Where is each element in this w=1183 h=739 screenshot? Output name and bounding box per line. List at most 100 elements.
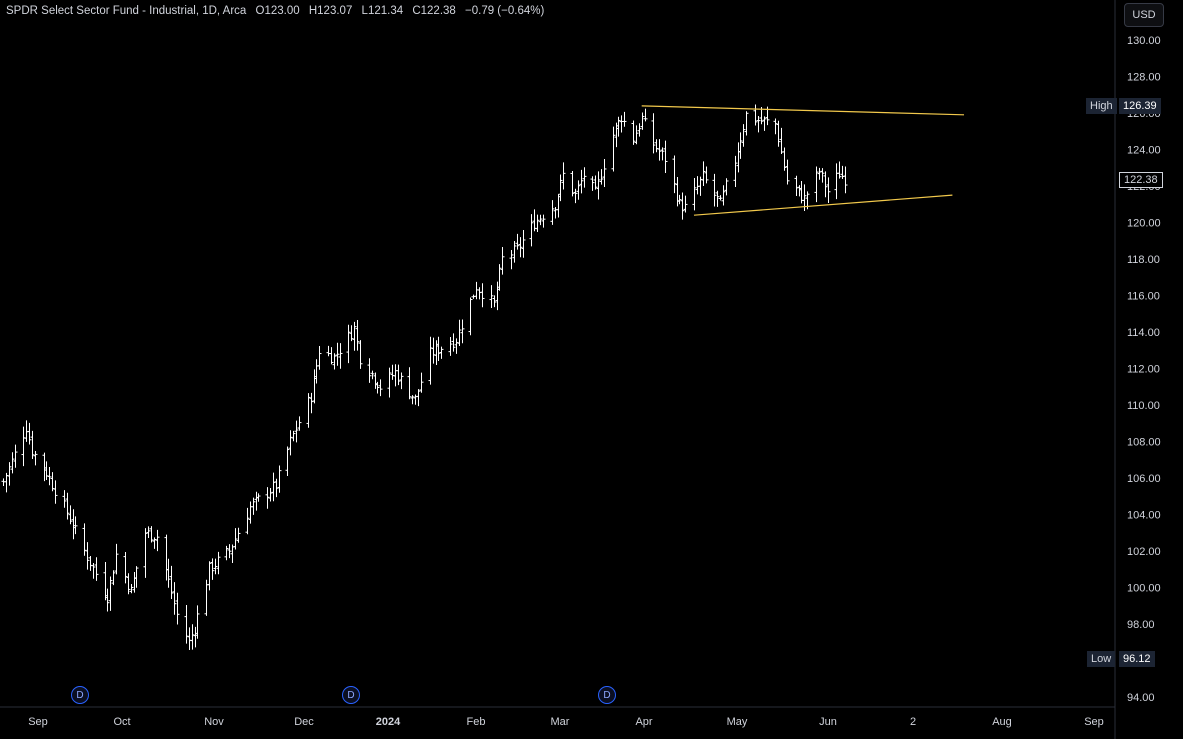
ohlc-bar	[474, 281, 479, 300]
ohlc-bar	[451, 333, 456, 352]
ohlc-bar	[558, 174, 563, 202]
ohlc-bar	[660, 147, 665, 161]
x-tick-label: May	[727, 716, 748, 728]
ohlc-bar	[596, 171, 601, 200]
ohlc-bar	[326, 345, 331, 357]
ohlc-bar	[834, 163, 839, 200]
ohlc-bar	[309, 392, 314, 414]
ohlc-bar	[782, 147, 787, 171]
y-axis-ticks[interactable]: 130.00128.00126.00124.00122.00120.00118.…	[1127, 35, 1161, 704]
y-tick-label: 94.00	[1127, 692, 1155, 704]
ohlc-bar	[149, 526, 154, 543]
ohlc-bar	[236, 527, 241, 543]
ohlc-bar	[44, 461, 49, 481]
ohlc-bar	[619, 115, 624, 133]
change-value: −0.79 (−0.64%)	[465, 5, 545, 17]
currency-button[interactable]: USD	[1124, 3, 1164, 27]
ohlc-bar	[724, 178, 729, 196]
ohlc-bar	[396, 364, 401, 386]
ohlc-bar	[187, 627, 192, 650]
ohlc-bar	[103, 561, 108, 601]
high-value-tag: 126.39	[1119, 98, 1161, 114]
ohlc-bar	[155, 529, 160, 552]
ohlc-bar	[73, 516, 78, 535]
ohlc-bar	[698, 176, 703, 196]
dividend-marker-3[interactable]: D	[598, 686, 616, 704]
symbol-title: SPDR Select Sector Fund - Industrial, 1D…	[6, 5, 247, 17]
ohlc-bar	[169, 565, 174, 599]
ohlc-bar	[338, 343, 343, 369]
y-tick-label: 110.00	[1127, 400, 1160, 412]
ohlc-bar	[47, 466, 52, 486]
low-value-tag: 96.12	[1119, 651, 1155, 667]
x-tick-label: Mar	[551, 716, 570, 728]
ohlc-bar	[721, 185, 726, 206]
ohlc-bar	[480, 283, 485, 308]
ohlc-bar	[753, 104, 758, 126]
ohlc-bar	[306, 393, 311, 428]
ohlc-bar	[378, 379, 383, 397]
ohlc-bar	[349, 325, 354, 342]
ohlc-bar	[428, 336, 433, 385]
ohlc-bar	[535, 214, 540, 232]
y-tick-label: 128.00	[1127, 72, 1161, 84]
ohlc-bar	[515, 233, 520, 250]
ohlc-bar	[602, 159, 607, 187]
ohlc-bar	[701, 161, 706, 187]
ohlc-bar	[489, 285, 494, 309]
x-axis-ticks[interactable]: Sep Oct Nov Dec 2024 Feb Mar Apr May Jun 2 Aug Sep	[28, 716, 1104, 728]
ohlc-bar	[291, 430, 296, 442]
ohlc-bar	[387, 367, 392, 398]
ohlc-bar	[448, 337, 453, 356]
ohlc-bar	[332, 353, 337, 370]
ohlc-bar	[718, 195, 723, 201]
ohlc-bar	[172, 582, 177, 615]
ohlc-bar	[317, 345, 322, 370]
ohlc-bar	[373, 372, 378, 389]
ohlc-bar	[312, 369, 317, 404]
ohlc-bar	[375, 381, 380, 394]
ohlc-bar	[712, 173, 717, 207]
ohlc-bar	[27, 422, 32, 445]
ohlc-bar	[245, 507, 250, 535]
low-value: L121.34	[361, 5, 404, 17]
ohlc-bar	[265, 487, 270, 509]
ohlc-bar	[593, 175, 598, 190]
ohlc-bar	[62, 490, 67, 508]
high-label-tag: High	[1086, 98, 1117, 114]
dividend-marker-1[interactable]: D	[71, 686, 89, 704]
dividend-marker-2[interactable]: D	[342, 686, 360, 704]
ohlc-bar	[227, 544, 232, 559]
ohlc-bar	[492, 295, 497, 308]
ohlc-bar	[268, 487, 273, 502]
ohlc-bar	[297, 416, 302, 431]
ohlc-bar	[837, 161, 842, 179]
close-value: C122.38	[412, 5, 456, 17]
trendline-lower[interactable]	[693, 194, 953, 216]
trendline-upper[interactable]	[641, 105, 965, 116]
ohlc-bar	[91, 562, 96, 579]
trendlines[interactable]	[641, 105, 965, 216]
ohlc-bar	[436, 336, 441, 361]
ohlc-bar	[651, 113, 656, 154]
ohlc-bar	[663, 140, 668, 174]
ohlc-bar	[738, 132, 743, 159]
ohlc-bar	[529, 214, 534, 247]
open-value: O123.00	[255, 5, 300, 17]
ohlc-bar	[314, 359, 319, 384]
y-tick-label: 108.00	[1127, 437, 1161, 449]
ohlc-bar	[683, 195, 688, 213]
ohlc-bar	[7, 462, 12, 486]
ohlc-bar	[654, 139, 659, 153]
ohlc-bar	[431, 337, 436, 364]
x-tick-label: Aug	[992, 716, 1012, 728]
ohlc-bar	[210, 558, 215, 580]
ohlc-bar	[460, 319, 465, 344]
ohlc-bar	[53, 480, 58, 504]
y-tick-label: 106.00	[1127, 473, 1161, 485]
ohlc-bar	[680, 192, 685, 220]
ohlc-bar	[512, 240, 517, 263]
ohlc-bar	[823, 171, 828, 198]
y-tick-label: 116.00	[1127, 291, 1160, 303]
